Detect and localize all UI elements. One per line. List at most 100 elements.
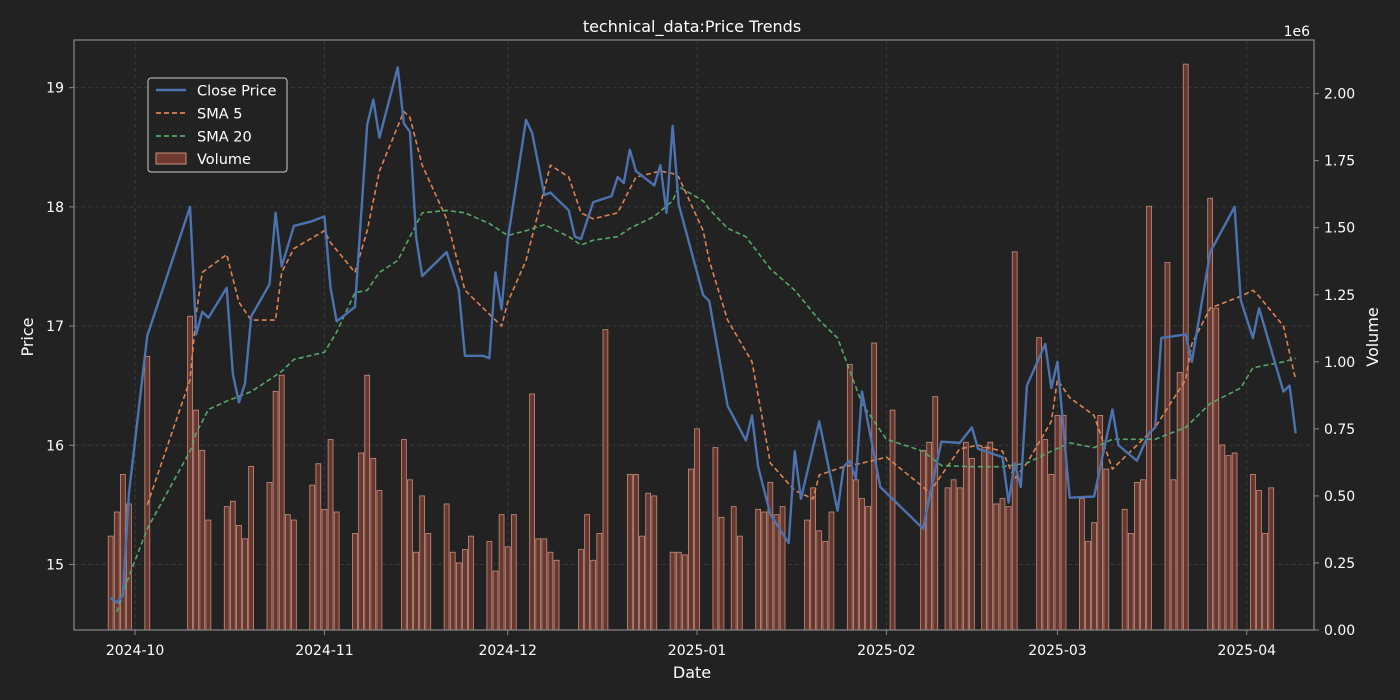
volume-bar (229, 500, 236, 631)
y-tick-label: 16 (46, 438, 64, 454)
volume-bar (498, 514, 505, 631)
volume-bar (1079, 498, 1085, 631)
x-tick-label: 2025-02 (857, 643, 916, 659)
y2-offset-text: 1e6 (1284, 24, 1311, 40)
volume-bar (584, 514, 590, 631)
x-tick-label: 2024-10 (106, 643, 165, 659)
volume-bar (1121, 508, 1128, 631)
volume-bar (425, 533, 432, 631)
volume-bar (1042, 439, 1049, 631)
volume-bar (932, 396, 939, 631)
volume-bar (712, 447, 719, 631)
volume-bar (486, 541, 493, 631)
volume-bar (627, 474, 633, 631)
volume-bar (969, 457, 975, 631)
volume-bar (462, 549, 468, 631)
volume-bar (107, 535, 114, 631)
volume-bar (541, 538, 548, 631)
y-tick-label: 19 (46, 81, 64, 97)
x-tick-label: 2025-03 (1028, 643, 1087, 659)
volume-bar (284, 514, 291, 631)
volume-bar (315, 463, 322, 631)
volume-bar (846, 364, 853, 631)
volume-bar (1085, 541, 1091, 631)
volume-bar (779, 506, 786, 631)
volume-bar (413, 551, 419, 631)
volume-bar (309, 484, 316, 631)
y2-tick-label: 1.50 (1324, 221, 1355, 237)
x-tick-label: 2024-11 (295, 643, 354, 659)
volume-bar (651, 495, 658, 631)
volume-bar (242, 538, 248, 631)
chart-title: technical_data:Price Trends (583, 17, 801, 37)
volume-bar (352, 533, 358, 631)
volume-bar (205, 519, 212, 631)
y2-tick-label: 2.00 (1324, 87, 1355, 103)
volume-bar (266, 482, 273, 631)
legend-box (147, 77, 288, 173)
volume-bar (1146, 205, 1152, 631)
legend-sma20-label: SMA 20 (197, 130, 252, 146)
volume-bar (950, 479, 957, 631)
volume-bar (407, 479, 413, 631)
volume-bar (1213, 307, 1220, 631)
volume-bar (730, 506, 737, 631)
volume-bar (1164, 262, 1171, 631)
volume-bar (981, 447, 987, 631)
volume-bar (1103, 468, 1110, 631)
y2-tick-label: 1.00 (1324, 355, 1355, 371)
volume-bar (401, 439, 407, 631)
volume-bar (1048, 474, 1055, 631)
volume-bar (804, 519, 810, 631)
volume-bar (633, 474, 639, 631)
volume-bar (1250, 474, 1256, 631)
y-tick-label: 17 (46, 319, 64, 335)
volume-bar (993, 503, 1000, 631)
volume-bar (688, 468, 694, 631)
volume-bar (987, 441, 994, 631)
volume-bar (529, 393, 535, 631)
volume-bar (962, 441, 969, 631)
y-axis-label: Price (18, 317, 37, 356)
volume-bar (956, 487, 963, 631)
y-axis-right: 0.00 0.25 0.50 0.75 1.00 1.25 1.50 1.75 2.00 (1314, 87, 1355, 639)
volume-bar (596, 533, 603, 631)
y-tick-label: 15 (46, 557, 64, 573)
volume-bar (1036, 337, 1042, 631)
x-tick-label: 2025-04 (1218, 643, 1277, 659)
legend-close-label: Close Price (197, 84, 277, 100)
volume-bar (920, 449, 926, 631)
volume-bar (199, 449, 206, 631)
y2-axis-label: Volume (1363, 307, 1382, 367)
volume-bar (590, 559, 597, 631)
volume-bar (1134, 482, 1140, 631)
axes-frame (73, 39, 1315, 631)
volume-bar (449, 551, 456, 631)
y2-tick-label: 1.25 (1324, 288, 1355, 304)
volume-bar (1268, 487, 1275, 631)
volume-bar (1225, 455, 1232, 631)
volume-bar (1231, 452, 1238, 631)
volume-bar (419, 495, 426, 631)
y2-tick-label: 0.50 (1324, 489, 1355, 505)
volume-bar (639, 535, 645, 631)
volume-bar (1219, 444, 1226, 631)
y2-tick-label: 1.75 (1324, 154, 1355, 170)
volume-bar (358, 452, 364, 631)
volume-bar (278, 374, 285, 631)
volume-bar (504, 546, 511, 631)
volume-bar (681, 554, 688, 631)
price-lines (109, 66, 1297, 613)
sma20-line (116, 185, 1296, 613)
volume-bar (669, 551, 676, 631)
legend-volume-swatch (155, 152, 187, 165)
x-axis: 2024-10 2024-11 2024-12 2025-01 2025-02 2025-… (106, 630, 1276, 659)
y2-tick-label: 0.75 (1324, 422, 1355, 438)
volume-bar (755, 508, 761, 631)
volume-bar (492, 570, 499, 631)
volume-bar (645, 492, 652, 631)
volume-bar (1256, 490, 1262, 631)
volume-bar (736, 535, 743, 631)
volume-bar (816, 530, 823, 631)
